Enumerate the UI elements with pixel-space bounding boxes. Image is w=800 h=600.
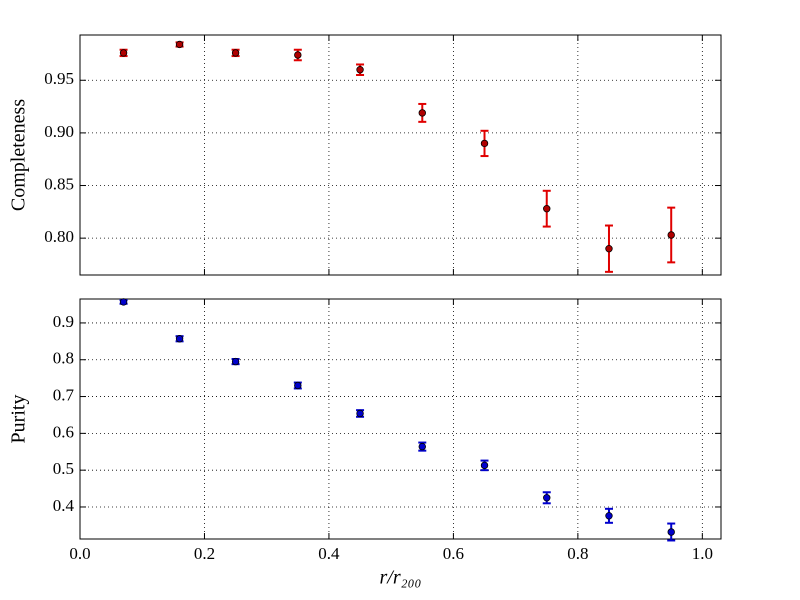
marker xyxy=(418,442,426,451)
y-tick-label: 0.4 xyxy=(53,496,75,515)
y-tick-label: 0.95 xyxy=(44,69,74,88)
marker xyxy=(294,51,302,59)
plot-frame xyxy=(79,34,722,276)
marker xyxy=(231,49,240,57)
marker xyxy=(356,409,364,418)
marker xyxy=(667,231,675,239)
marker xyxy=(231,357,240,366)
y-tick-label: 0.7 xyxy=(53,385,75,404)
plot-frame xyxy=(79,298,722,540)
marker xyxy=(543,494,551,502)
x-tick-label: 1.0 xyxy=(692,544,713,563)
marker xyxy=(480,139,489,148)
x-tick-label: 0.2 xyxy=(194,544,215,563)
marker xyxy=(294,381,302,390)
marker xyxy=(418,109,426,117)
marker xyxy=(119,298,128,306)
y-tick-label: 0.90 xyxy=(44,122,74,141)
x-tick-label: 0.4 xyxy=(318,544,340,563)
x-tick-label: 0.6 xyxy=(443,544,464,563)
marker xyxy=(543,204,551,213)
marker xyxy=(605,512,613,520)
y-axis-label: Completeness xyxy=(8,99,30,211)
marker xyxy=(175,335,184,343)
marker xyxy=(175,40,184,49)
x-tick-label: 0.8 xyxy=(567,544,588,563)
y-tick-label: 0.85 xyxy=(44,174,74,193)
y-tick-label: 0.80 xyxy=(44,227,74,246)
y-tick-label: 0.6 xyxy=(53,422,74,441)
y-tick-label: 0.8 xyxy=(53,349,74,368)
marker xyxy=(480,461,489,470)
marker xyxy=(119,49,128,57)
x-tick-label: 0.0 xyxy=(69,544,90,563)
marker xyxy=(605,244,613,253)
x-axis-label: r/r₂₀₀ xyxy=(380,567,422,589)
y-axis-label: Purity xyxy=(8,395,30,444)
marker xyxy=(667,528,675,536)
y-tick-label: 0.5 xyxy=(53,459,74,478)
marker xyxy=(356,66,364,74)
y-tick-label: 0.9 xyxy=(53,312,74,331)
